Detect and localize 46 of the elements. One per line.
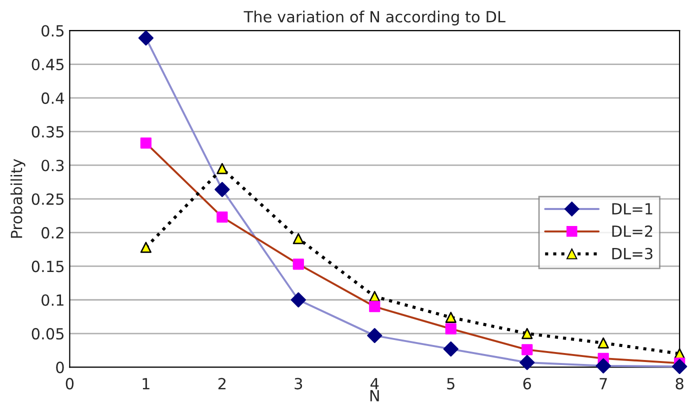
y-tick-label: 0.25 (32, 193, 64, 205)
point (216, 212, 228, 223)
x-tick-label: 1 (142, 378, 150, 390)
chart-title: The variation of N according to DL (244, 10, 506, 26)
point (672, 358, 688, 374)
y-tick-label: 0.4 (42, 92, 64, 104)
y-axis-title: Probability (10, 158, 26, 238)
point (445, 323, 456, 334)
y-tick-label: 0.3 (42, 160, 64, 172)
point (140, 242, 152, 253)
point (522, 328, 533, 340)
point (443, 341, 458, 357)
point (369, 301, 380, 312)
y-tick-label: 0.2 (42, 227, 64, 239)
point (598, 337, 609, 349)
x-tick-label: 5 (447, 378, 454, 390)
legend-label: DL=2 (612, 225, 652, 237)
y-tick-label: 0.15 (32, 260, 64, 272)
y-tick-label: 0.45 (32, 58, 64, 70)
point (214, 182, 230, 198)
x-tick-label: 0 (66, 378, 74, 390)
y-tick-label: 0.5 (42, 25, 64, 37)
x-tick-label: 3 (294, 378, 302, 390)
y-tick-label: 0.35 (32, 126, 64, 138)
legend-label: DL=3 (612, 248, 652, 260)
point (140, 137, 152, 149)
point (292, 233, 304, 244)
y-tick-label: 0.1 (42, 294, 64, 306)
x-tick-label: 8 (676, 378, 684, 390)
point (216, 163, 228, 174)
point (290, 292, 306, 308)
legend-label: DL=1 (612, 203, 652, 214)
point (138, 30, 154, 46)
point (445, 312, 456, 323)
y-tick-label: 0 (56, 362, 64, 374)
x-tick-label: 2 (218, 378, 226, 390)
y-tick-label: 0.05 (32, 328, 64, 340)
point (292, 258, 304, 270)
point (596, 358, 611, 374)
x-axis-title: N (370, 390, 379, 402)
point (522, 344, 533, 356)
x-tick-label: 7 (600, 378, 607, 390)
x-tick-label: 6 (523, 378, 532, 390)
point (520, 354, 535, 370)
point (367, 328, 382, 344)
x-tick-label: 4 (370, 378, 379, 390)
